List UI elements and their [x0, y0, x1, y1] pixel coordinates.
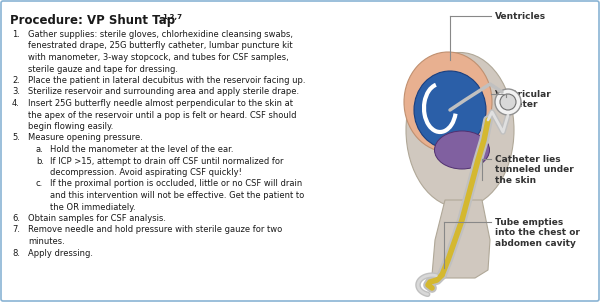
Text: 8.: 8. [12, 249, 20, 258]
Text: fenestrated drape, 25G butterfly catheter, lumbar puncture kit: fenestrated drape, 25G butterfly cathete… [28, 41, 293, 50]
Text: Tube empties
into the chest or
abdomen cavity: Tube empties into the chest or abdomen c… [495, 218, 580, 248]
Text: 7.: 7. [12, 226, 20, 234]
Text: 3.: 3. [12, 88, 20, 97]
Ellipse shape [404, 52, 492, 152]
Text: Measure opening pressure.: Measure opening pressure. [28, 133, 143, 143]
Text: Hold the manometer at the level of the ear.: Hold the manometer at the level of the e… [50, 145, 233, 154]
Ellipse shape [406, 53, 514, 207]
Text: If ICP >15, attempt to drain off CSF until normalized for: If ICP >15, attempt to drain off CSF unt… [50, 156, 284, 165]
Text: 6.: 6. [12, 214, 20, 223]
Text: the OR immediately.: the OR immediately. [50, 203, 136, 211]
Text: a.: a. [36, 145, 44, 154]
Text: Procedure: VP Shunt Tap: Procedure: VP Shunt Tap [10, 14, 175, 27]
Text: minutes.: minutes. [28, 237, 65, 246]
Text: Sterilize reservoir and surrounding area and apply sterile drape.: Sterilize reservoir and surrounding area… [28, 88, 299, 97]
Text: If the proximal portion is occluded, little or no CSF will drain: If the proximal portion is occluded, lit… [50, 179, 302, 188]
Text: with manometer, 3-way stopcock, and tubes for CSF samples,: with manometer, 3-way stopcock, and tube… [28, 53, 289, 62]
Text: 2.: 2. [12, 76, 20, 85]
Text: begin flowing easily.: begin flowing easily. [28, 122, 113, 131]
Text: 1.: 1. [12, 30, 20, 39]
Text: the apex of the reservoir until a pop is felt or heard. CSF should: the apex of the reservoir until a pop is… [28, 111, 296, 120]
Text: Ventricles: Ventricles [495, 12, 546, 21]
Circle shape [495, 89, 521, 115]
Text: Apply dressing.: Apply dressing. [28, 249, 93, 258]
Text: Remove needle and hold pressure with sterile gauze for two: Remove needle and hold pressure with ste… [28, 226, 282, 234]
Text: sterile gauze and tape for dressing.: sterile gauze and tape for dressing. [28, 65, 178, 73]
Ellipse shape [414, 71, 486, 149]
Polygon shape [432, 200, 490, 278]
Text: c.: c. [36, 179, 43, 188]
Text: 4.: 4. [12, 99, 20, 108]
Text: b.: b. [36, 156, 44, 165]
Text: Place the patient in lateral decubitus with the reservoir facing up.: Place the patient in lateral decubitus w… [28, 76, 305, 85]
Text: 5.: 5. [12, 133, 20, 143]
Circle shape [500, 94, 516, 110]
Text: and this intervention will not be effective. Get the patient to: and this intervention will not be effect… [50, 191, 304, 200]
Text: Gather supplies: sterile gloves, chlorhexidine cleansing swabs,: Gather supplies: sterile gloves, chlorhe… [28, 30, 293, 39]
Ellipse shape [434, 131, 490, 169]
Text: decompression. Avoid aspirating CSF quickly!: decompression. Avoid aspirating CSF quic… [50, 168, 242, 177]
Text: Ventricular
catheter: Ventricular catheter [495, 90, 552, 109]
Text: Catheter lies
tunneled under
the skin: Catheter lies tunneled under the skin [495, 155, 574, 185]
Text: Obtain samples for CSF analysis.: Obtain samples for CSF analysis. [28, 214, 166, 223]
Text: 1,2,7: 1,2,7 [162, 14, 182, 20]
Text: Insert 25G butterfly needle almost perpendicular to the skin at: Insert 25G butterfly needle almost perpe… [28, 99, 293, 108]
